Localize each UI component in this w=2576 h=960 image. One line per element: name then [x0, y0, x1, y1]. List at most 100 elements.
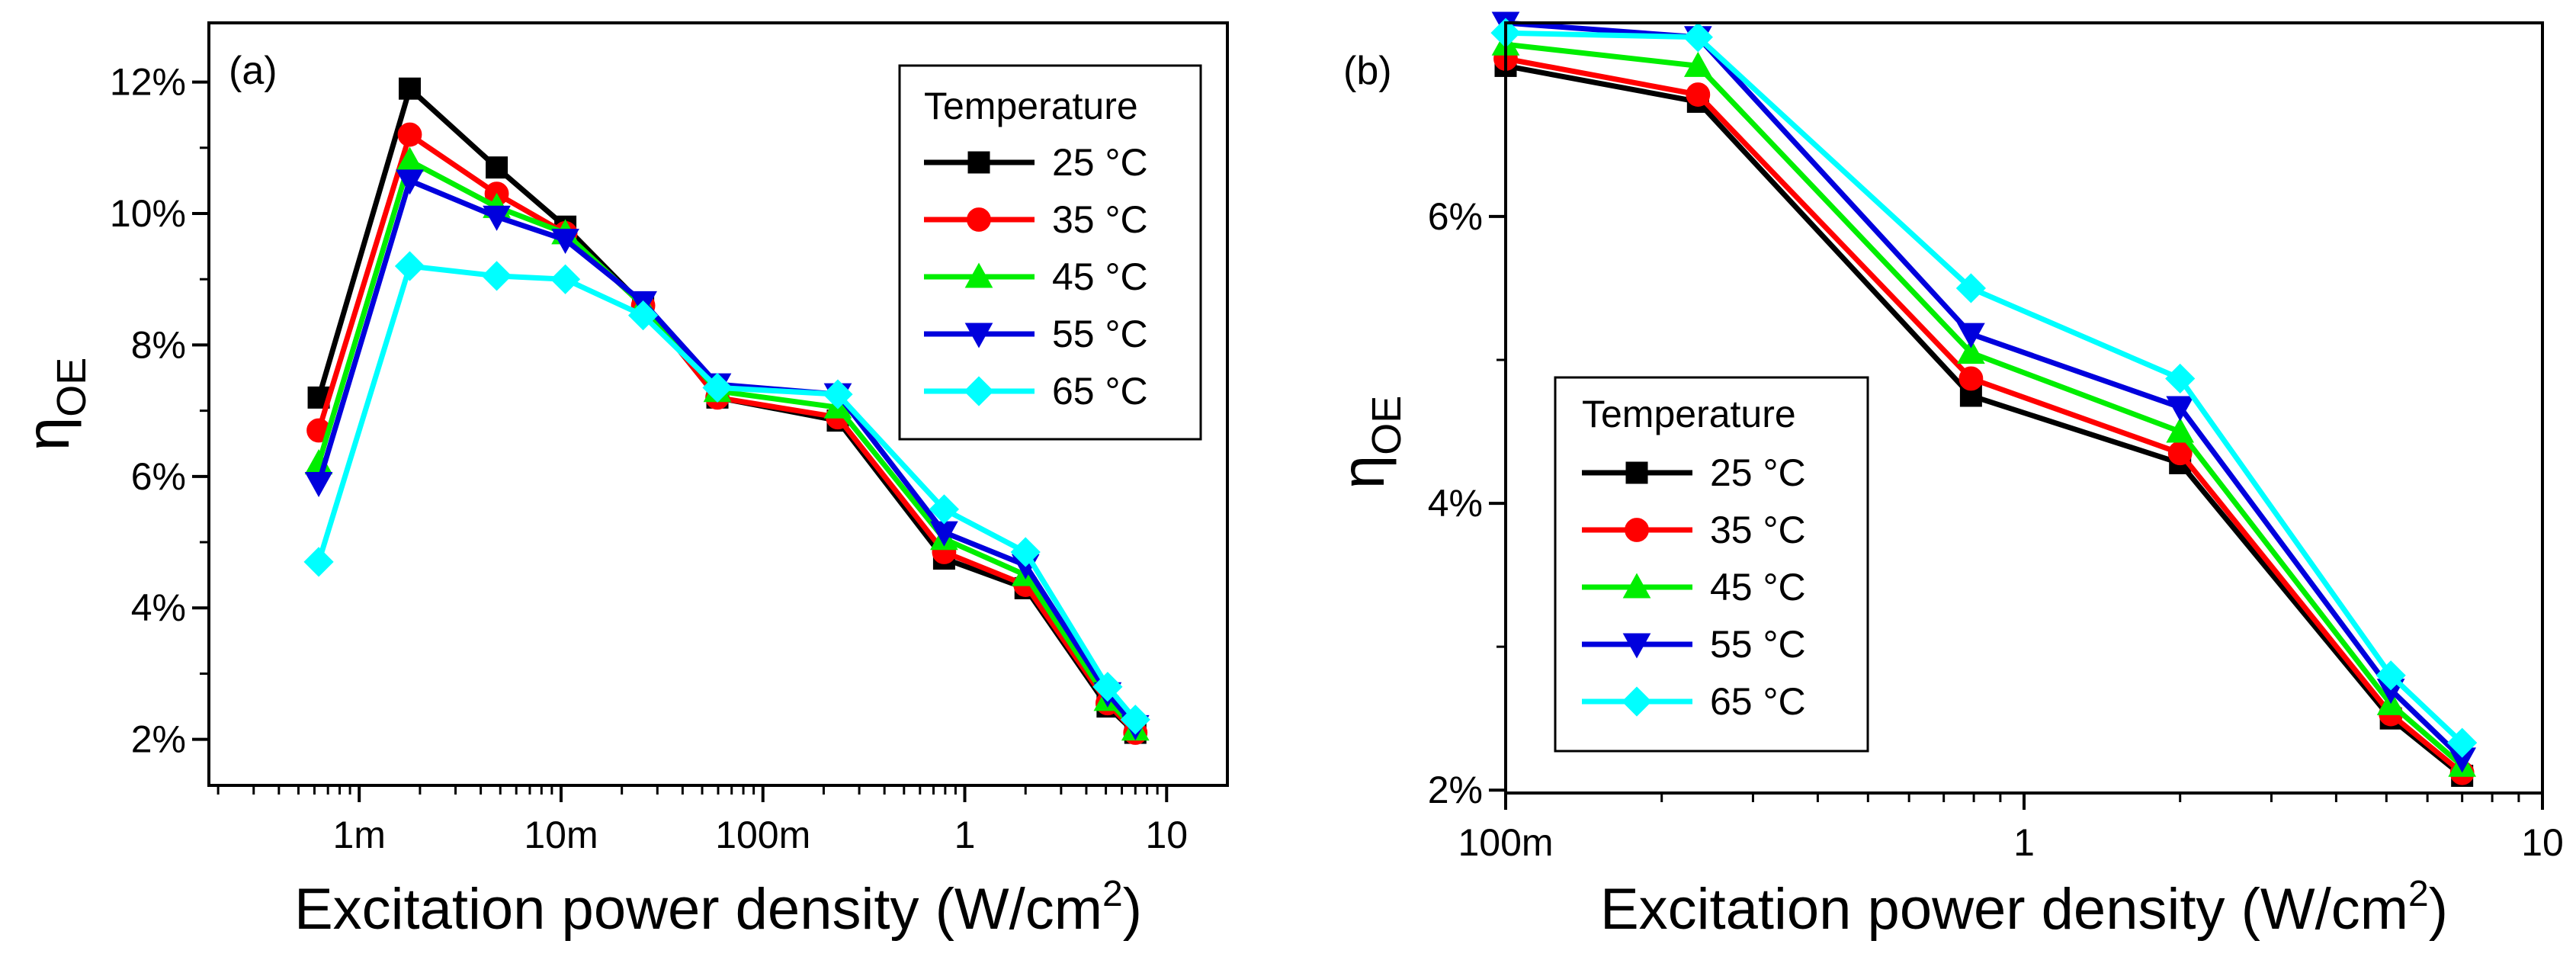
panel-a-y-axis: 2% 4% 6% 8% 10% 12%	[110, 61, 209, 761]
data-point	[823, 379, 853, 409]
panel-a-plot-area	[303, 77, 1150, 745]
data-point	[398, 77, 421, 100]
legend-marker	[1622, 633, 1651, 659]
data-point	[1120, 705, 1150, 735]
panel-b-legend-box	[1554, 376, 1869, 753]
panel-a-label: (a)	[229, 49, 277, 93]
panel-b-y-axis: 2% 4% 6%	[1428, 72, 1506, 811]
legend-label-35-c: 35 °C	[1710, 509, 1806, 551]
data-point	[2165, 363, 2196, 394]
panel-b-x-axis-title: Excitation power density (W/cm2)	[1600, 874, 2448, 942]
x-tick-label-10: 10	[2521, 821, 2564, 864]
data-point	[2447, 727, 2478, 758]
data-point	[394, 251, 425, 281]
data-point	[396, 169, 424, 195]
y-tick-label-12: 12%	[110, 61, 186, 104]
x-tick-label-1m: 1m	[332, 814, 385, 856]
legend-marker	[964, 262, 993, 288]
legend-marker	[964, 376, 994, 406]
series-line-25-c	[1505, 63, 2464, 779]
data-point	[303, 547, 334, 577]
data-point	[1957, 339, 1985, 364]
panel-b-legend-title: Temperature	[1582, 393, 1796, 435]
legend-entry-45-c: 45 °C	[1582, 566, 1806, 608]
legend-entry-55-c: 55 °C	[1582, 623, 1806, 666]
panel-b-y-axis-title: ηOE	[1329, 396, 1410, 490]
legend-entry-35-c: 35 °C	[924, 198, 1148, 241]
panel-a-x-axis: 1m 10m 100m 1 10	[217, 785, 1188, 856]
legend-label-65-c: 65 °C	[1710, 680, 1806, 723]
panel-a: (a) 1m 10m 100m 1 10 2% 4% 6% 8% 10% 12% Excitati…	[14, 21, 1229, 942]
panel-a-x-axis-title: Excitation power density (W/cm2)	[294, 874, 1142, 942]
data-point	[1958, 366, 1984, 391]
panel-b-legend: Temperature 25 °C 35 °C 45 °C 55 °C 65 °C	[1554, 376, 1869, 753]
legend-entry-35-c: 35 °C	[1582, 509, 1806, 551]
legend-marker	[1625, 518, 1649, 542]
data-point	[2166, 417, 2195, 443]
x-tick-label-1: 1	[954, 814, 976, 856]
data-point	[1683, 51, 1712, 77]
data-point	[481, 261, 512, 291]
y-tick-label-2: 2%	[1428, 769, 1483, 811]
legend-marker	[967, 151, 990, 174]
legend-marker	[1625, 461, 1648, 484]
legend-label-55-c: 55 °C	[1710, 623, 1806, 666]
data-point	[551, 228, 579, 255]
panel-b: (b) 100m 1 10 2% 4% 6% Excitation power dens…	[1329, 11, 2564, 942]
data-point	[1683, 22, 1713, 53]
series-line-65-c	[1505, 30, 2465, 745]
panel-a-legend-title: Temperature	[924, 85, 1138, 127]
x-tick-label-100m: 100m	[1458, 821, 1553, 864]
data-point	[702, 372, 733, 403]
data-point	[550, 264, 581, 294]
legend-label-35-c: 35 °C	[1052, 198, 1148, 241]
legend-entry-65-c: 65 °C	[924, 370, 1148, 413]
legend-entry-65-c: 65 °C	[1582, 680, 1806, 723]
y-tick-label-10: 10%	[110, 192, 186, 235]
legend-entry-45-c: 45 °C	[924, 255, 1148, 298]
legend-entry-25-c: 25 °C	[1582, 451, 1806, 494]
panel-b-x-axis: 100m 1 10	[1458, 793, 2564, 864]
series-65-c	[1490, 18, 2478, 758]
data-point	[1957, 323, 1985, 348]
data-point	[2376, 660, 2406, 691]
data-point	[304, 471, 333, 497]
legend-marker	[967, 207, 991, 232]
legend-label-55-c: 55 °C	[1052, 313, 1148, 355]
legend-entry-25-c: 25 °C	[924, 141, 1148, 184]
series-65-c	[303, 251, 1150, 735]
data-point	[1010, 537, 1041, 567]
legend-marker	[1622, 686, 1652, 717]
legend-label-25-c: 25 °C	[1052, 141, 1148, 184]
data-point	[627, 300, 659, 331]
series-line-35-c	[1505, 56, 2464, 775]
legend-marker	[964, 323, 993, 348]
series-45-c	[1491, 30, 2477, 777]
panel-a-y-axis-title: ηOE	[14, 358, 95, 451]
panel-a-legend-box	[898, 64, 1202, 441]
y-tick-label-4: 4%	[1428, 482, 1483, 525]
y-tick-label-4: 4%	[131, 586, 186, 629]
data-point	[1092, 672, 1123, 702]
legend-label-65-c: 65 °C	[1052, 370, 1148, 413]
panel-b-plot-area	[1490, 11, 2478, 787]
panel-b-label: (b)	[1343, 49, 1392, 93]
data-point	[397, 122, 422, 147]
data-point	[483, 205, 511, 231]
y-tick-label-8: 8%	[131, 323, 186, 366]
x-tick-label-1: 1	[2013, 821, 2035, 864]
data-point	[2166, 396, 2195, 422]
x-tick-label-100m: 100m	[715, 814, 810, 856]
panel-a-legend: Temperature 25 °C 35 °C 45 °C 55 °C 65 °C	[898, 64, 1202, 441]
data-point	[486, 156, 508, 179]
legend-label-45-c: 45 °C	[1710, 566, 1806, 608]
legend-marker	[1622, 573, 1651, 599]
y-tick-label-6: 6%	[131, 455, 186, 498]
legend-label-25-c: 25 °C	[1710, 451, 1806, 494]
y-tick-label-2: 2%	[131, 718, 186, 761]
legend-label-45-c: 45 °C	[1052, 255, 1148, 298]
x-tick-label-10m: 10m	[524, 814, 598, 856]
data-point	[929, 494, 960, 525]
legend-entry-55-c: 55 °C	[924, 313, 1148, 355]
